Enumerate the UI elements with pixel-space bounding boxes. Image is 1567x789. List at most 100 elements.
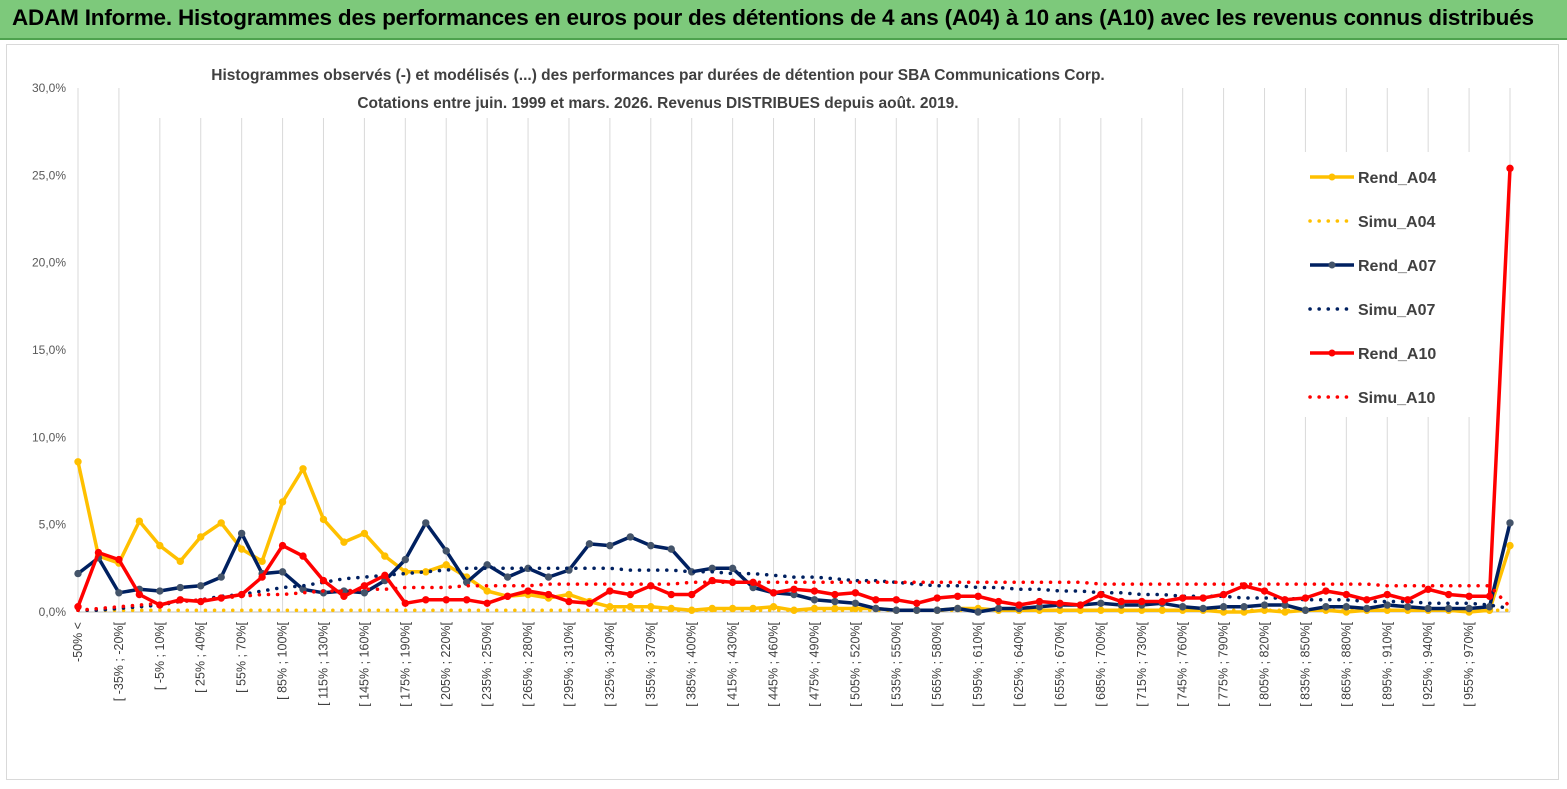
data-point (299, 552, 307, 560)
data-point (585, 540, 594, 548)
data-point (544, 573, 553, 581)
x-tick-label: [ 745% ; 760%[ (1176, 621, 1190, 706)
series-rend-a07 (74, 519, 1514, 616)
legend-item: Simu_A07 (1308, 302, 1435, 319)
x-tick-label: [ 25% ; 40%[ (194, 621, 208, 692)
data-point (278, 541, 287, 550)
data-point (1240, 603, 1248, 611)
data-point (565, 597, 573, 606)
data-point (401, 599, 410, 607)
data-point (872, 596, 880, 604)
x-tick-label: [ 445% ; 460%[ (767, 621, 781, 706)
x-tick-label: [ 145% ; 160%[ (357, 621, 371, 706)
series-line (76, 580, 1512, 613)
x-tick-label: [ 835% ; 850%[ (1298, 621, 1312, 706)
data-point (1383, 601, 1391, 609)
x-tick-label: -50% < (71, 622, 85, 662)
data-point (626, 603, 635, 611)
data-point (135, 517, 144, 525)
data-point (1342, 590, 1351, 599)
data-point (851, 599, 860, 607)
data-point (258, 573, 266, 581)
series-group (74, 164, 1514, 616)
data-point (176, 583, 184, 592)
x-tick-label: [ 805% ; 820%[ (1258, 621, 1272, 706)
data-point (1444, 590, 1453, 599)
legend-label: Rend_A10 (1358, 346, 1436, 363)
series-line (76, 168, 1512, 608)
data-point (319, 515, 328, 524)
data-point (340, 538, 348, 546)
data-point (156, 541, 164, 550)
data-point (1506, 541, 1514, 550)
data-point (1444, 604, 1453, 613)
data-point (115, 555, 123, 564)
legend-item: Rend_A10 (1310, 346, 1436, 363)
y-axis: 0,0% 5,0% 10,0% 15,0% 20,0% 25,0% 30,0% (32, 81, 66, 619)
data-point (217, 519, 225, 527)
x-tick-label: [ 265% ; 280%[ (521, 621, 535, 706)
data-point (115, 589, 123, 597)
x-tick-label: [ 685% ; 700%[ (1094, 621, 1108, 706)
data-point (1485, 592, 1494, 600)
data-point (585, 599, 594, 607)
data-point (340, 592, 348, 600)
data-point (851, 589, 860, 597)
legend-item: Rend_A07 (1310, 258, 1436, 275)
data-point (892, 596, 900, 604)
legend-marker (1328, 173, 1336, 181)
x-tick-label: [ 385% ; 400%[ (685, 621, 699, 706)
x-tick-label: [ 235% ; 250%[ (480, 621, 494, 706)
data-point (278, 568, 287, 576)
data-point (953, 592, 962, 600)
report-banner: ADAM Informe. Histogrammes des performan… (0, 0, 1567, 40)
data-point (606, 587, 614, 595)
legend-label: Rend_A07 (1358, 258, 1436, 275)
data-point (1424, 604, 1432, 613)
data-point (1219, 590, 1228, 599)
x-tick-label: [ 535% ; 550%[ (889, 621, 903, 706)
x-tick-label: [ 955% ; 970%[ (1462, 621, 1476, 706)
x-tick-label: [ 775% ; 790%[ (1217, 621, 1231, 706)
data-point (217, 573, 225, 581)
data-point (462, 596, 471, 604)
data-point (1506, 519, 1514, 527)
legend: Rend_A04 Simu_A04 Rend_A07 Simu_A07 Rend_A10… (1296, 152, 1486, 417)
data-point (728, 564, 737, 573)
data-point (1260, 601, 1269, 609)
data-point (442, 561, 450, 569)
data-point (974, 608, 982, 616)
data-point (1178, 603, 1187, 611)
data-point (135, 590, 144, 599)
chart-subtitle: Cotations entre juin. 1999 et mars. 2026… (357, 95, 958, 112)
data-point (626, 533, 635, 541)
x-tick-label: [ 475% ; 490%[ (807, 621, 821, 706)
x-tick-label: [ 565% ; 580%[ (930, 621, 944, 706)
data-point (381, 571, 389, 580)
data-point (258, 557, 266, 566)
grid (77, 88, 1511, 613)
data-point (197, 533, 205, 541)
data-point (278, 498, 287, 506)
data-point (831, 597, 839, 606)
legend-item: Simu_A04 (1308, 214, 1435, 231)
y-tick-label: 15,0% (32, 343, 66, 357)
x-tick-label: [ 55% ; 70%[ (235, 621, 249, 692)
data-point (810, 587, 819, 595)
series-rend-a10 (74, 164, 1514, 611)
data-point (1035, 597, 1044, 606)
data-point (94, 548, 103, 557)
data-point (994, 604, 1003, 613)
data-point (831, 590, 839, 599)
legend-label: Rend_A04 (1358, 170, 1436, 187)
data-point (953, 604, 962, 613)
x-tick-label: [ 655% ; 670%[ (1053, 621, 1067, 706)
data-point (1404, 603, 1412, 611)
data-point (503, 592, 512, 600)
data-point (913, 606, 921, 614)
y-tick-label: 10,0% (32, 430, 66, 444)
legend-label: Simu_A10 (1358, 390, 1435, 407)
data-point (74, 569, 82, 578)
data-point (1097, 599, 1105, 607)
